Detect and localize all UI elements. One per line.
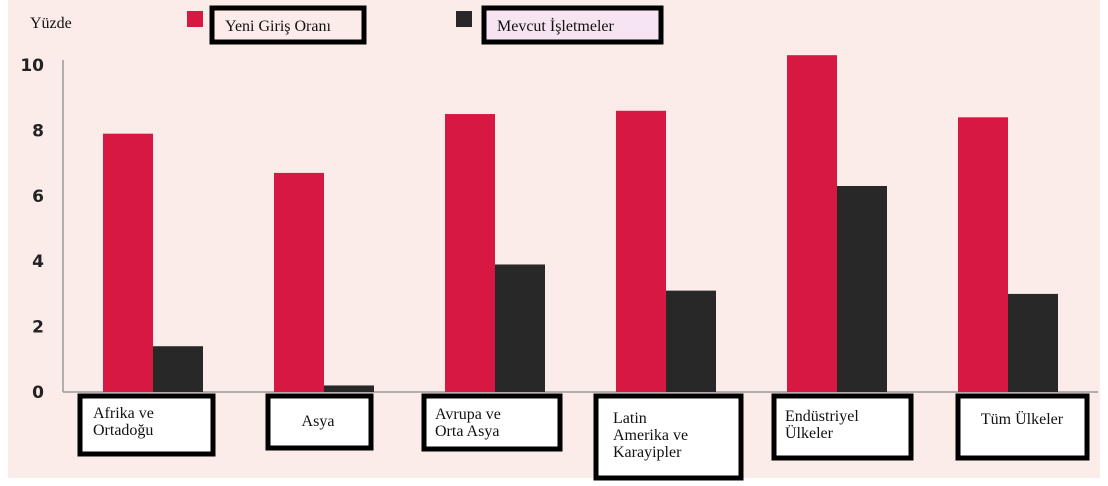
legend-label: Mevcut İşletmeler — [497, 17, 615, 35]
category-label: Endüstriyel — [785, 408, 859, 425]
legend-swatch — [187, 11, 203, 27]
y-tick-label: 2 — [32, 318, 44, 338]
bar-yeni-giris-4 — [787, 55, 837, 392]
bar-yeni-giris-3 — [616, 110, 666, 392]
bar-mevcut-isletmeler-1 — [324, 385, 374, 392]
y-tick-label: 8 — [32, 121, 44, 141]
category-label: Tüm Ülkeler — [981, 410, 1064, 428]
y-tick-label: 6 — [32, 187, 44, 207]
bar-yeni-giris-1 — [274, 172, 324, 392]
legend-label: Yeni Giriş Oranı — [225, 18, 331, 35]
y-tick-label: 4 — [32, 252, 44, 272]
category-label: Ülkeler — [785, 424, 834, 442]
category-label-box — [593, 393, 744, 481]
category-label: Amerika ve — [613, 427, 688, 444]
category-label: Afrika ve — [93, 405, 154, 422]
category-label-box — [421, 393, 563, 452]
legend-box — [209, 5, 367, 45]
bar-yeni-giris-5 — [958, 117, 1008, 392]
category-label: Karayipler — [613, 444, 682, 461]
category-label: Ortadoğu — [93, 422, 153, 439]
category-label-box — [771, 393, 914, 461]
bar-yeni-giris-2 — [445, 114, 495, 393]
bar-yeni-giris-0 — [103, 133, 153, 393]
bar-mevcut-isletmeler-3 — [666, 290, 716, 392]
category-label-box — [265, 393, 374, 451]
category-label: Latin — [613, 410, 647, 427]
bar-mevcut-isletmeler-2 — [495, 264, 545, 392]
bar-mevcut-isletmeler-4 — [837, 185, 887, 392]
category-label: Avrupa ve — [435, 406, 501, 423]
y-tick-label: 0 — [32, 383, 44, 403]
legend-swatch — [456, 11, 472, 27]
y-tick-label: 10 — [20, 56, 44, 76]
bar-mevcut-isletmeler-0 — [153, 346, 203, 392]
category-label-box — [955, 393, 1090, 461]
category-label-box — [77, 393, 216, 457]
bar-mevcut-isletmeler-5 — [1008, 293, 1058, 392]
category-label: Orta Asya — [435, 423, 499, 440]
y-unit-label: Yüzde — [30, 15, 72, 32]
category-label: Asya — [302, 413, 335, 430]
legend-box — [481, 5, 664, 45]
